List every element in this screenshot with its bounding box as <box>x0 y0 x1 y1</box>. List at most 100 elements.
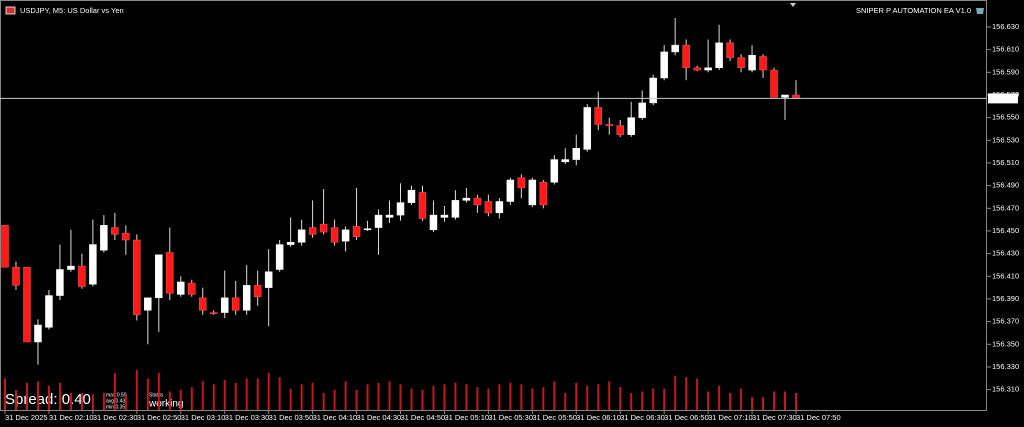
volume-bar <box>58 382 61 410</box>
x-tick-label: 31 Dec 03:50 <box>269 413 314 422</box>
volume-bar <box>740 388 743 410</box>
volume-bar <box>69 392 72 410</box>
volume-bar <box>190 387 193 410</box>
volume-bar <box>36 381 39 410</box>
candle-body <box>319 223 328 233</box>
candle-body <box>682 44 690 69</box>
volume-bar <box>124 394 127 410</box>
y-tick-label: 156.370 <box>992 317 1019 326</box>
volume-bar <box>685 377 688 410</box>
candle-body <box>440 214 449 218</box>
x-tick-label: 31 Dec 02:10 <box>49 413 94 422</box>
candle-body <box>12 266 20 286</box>
y-tick-label: 156.310 <box>992 385 1019 394</box>
x-tick-label: 31 Dec 03:10 <box>181 413 226 422</box>
candle-body <box>308 227 317 235</box>
x-tick-label: 31 Dec 07:30 <box>752 413 797 422</box>
x-tick-label: 31 Dec 04:50 <box>401 413 446 422</box>
candle-body <box>122 232 130 241</box>
x-tick-label: 31 Dec 02:30 <box>93 413 138 422</box>
candle-body <box>418 192 427 219</box>
x-tick-label: 31 Dec 2025 <box>5 413 48 422</box>
volume-bar <box>377 382 380 410</box>
candle-body <box>495 201 504 214</box>
volume-bar <box>102 392 105 410</box>
volume-bar <box>443 384 446 410</box>
volume-bar <box>784 391 787 410</box>
candle-body <box>550 159 559 183</box>
x-tick-label: 31 Dec 04:30 <box>357 413 402 422</box>
expert-icon <box>976 8 984 14</box>
candle-body <box>594 107 602 125</box>
x-tick-label: 31 Dec 07:50 <box>796 413 841 422</box>
volume-bar <box>795 392 797 410</box>
volume-bar <box>553 381 556 410</box>
volume-bar <box>201 381 204 410</box>
status-text: working <box>148 399 183 410</box>
candle-body <box>561 159 570 163</box>
shift-marker <box>790 3 796 7</box>
volume-bar <box>674 375 677 410</box>
volume-bar <box>597 384 600 410</box>
candle-body <box>528 179 537 206</box>
volume-bar <box>564 392 567 410</box>
candle-body <box>572 147 581 160</box>
candle-body <box>363 228 372 231</box>
candle-body <box>484 201 493 214</box>
volume-bar <box>630 392 633 410</box>
x-tick-label: 31 Dec 05:10 <box>444 413 489 422</box>
volume-bar <box>718 385 721 410</box>
volume-bar <box>168 391 171 410</box>
x-tick-label: 31 Dec 05:30 <box>488 413 533 422</box>
volume-bar <box>454 382 457 410</box>
volume-bar <box>311 382 314 410</box>
candle-body <box>616 125 624 135</box>
y-tick-label: 156.330 <box>992 362 1019 371</box>
volume-bar <box>421 390 424 410</box>
volume-bar <box>696 378 699 410</box>
candle-body <box>45 295 53 328</box>
volume-bar <box>608 381 611 410</box>
x-tick-label: 31 Dec 07:10 <box>708 413 753 422</box>
status-label: Status <box>149 392 164 398</box>
volume-bar <box>135 370 138 410</box>
volume-bar <box>575 382 578 410</box>
volume-bar <box>355 390 358 410</box>
volume-bar <box>476 387 479 410</box>
candle-body <box>649 77 657 104</box>
candle-body <box>111 227 119 235</box>
candle-body <box>517 177 526 189</box>
candle-body <box>715 42 723 69</box>
volume-bar <box>619 387 622 410</box>
volume-bar <box>531 388 534 410</box>
candle-body <box>737 57 745 69</box>
candle-body <box>583 107 592 150</box>
volume-bar <box>146 378 149 410</box>
y-tick-label: 156.490 <box>992 181 1019 190</box>
x-tick-label: 31 Dec 02:50 <box>137 413 182 422</box>
candle-body <box>748 55 756 71</box>
volume-bar <box>652 388 655 410</box>
candle-body <box>264 271 273 288</box>
y-tick-label: 156.450 <box>992 226 1019 235</box>
x-tick-label: 31 Dec 03:30 <box>225 413 270 422</box>
candle-body <box>792 94 800 99</box>
volume-bar <box>762 397 765 410</box>
candle-body <box>671 44 679 53</box>
candle-body <box>627 117 635 135</box>
volume-bar <box>663 388 666 410</box>
volume-bar <box>245 378 248 410</box>
candle-body <box>188 282 196 295</box>
volume-bar <box>278 377 281 410</box>
volume-bar <box>498 384 501 410</box>
candle-body <box>231 297 240 311</box>
volume-bar <box>322 392 325 410</box>
y-tick-label: 156.430 <box>992 249 1019 258</box>
volume-bar <box>641 391 644 410</box>
volume-bar <box>432 385 435 410</box>
candle-body <box>242 285 251 311</box>
volume-bar <box>212 384 215 410</box>
